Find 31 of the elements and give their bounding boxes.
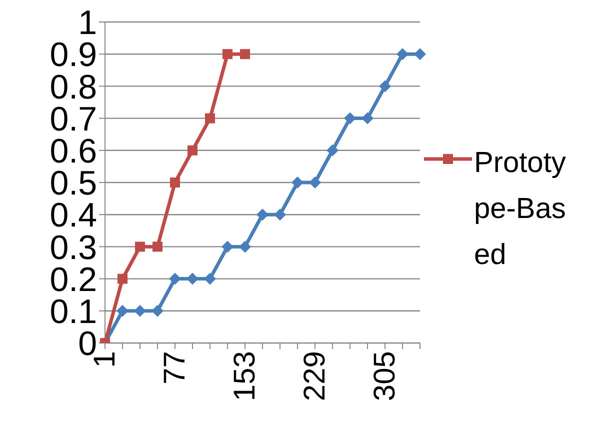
x-tick-label: 153 xyxy=(228,351,262,402)
point xyxy=(222,240,234,253)
point xyxy=(152,242,162,252)
point xyxy=(186,272,198,285)
point xyxy=(256,208,268,221)
x-tick-label: 305 xyxy=(368,351,402,402)
x-tick-label: 77 xyxy=(158,351,192,384)
point xyxy=(240,49,250,60)
point xyxy=(414,48,426,60)
point xyxy=(152,304,164,317)
point xyxy=(344,112,356,124)
point xyxy=(170,178,180,188)
point xyxy=(188,145,198,156)
point xyxy=(118,274,128,284)
point xyxy=(135,242,145,252)
point xyxy=(205,113,215,124)
point xyxy=(326,144,338,156)
point xyxy=(169,272,181,285)
point xyxy=(116,304,128,317)
point xyxy=(134,304,146,317)
x-tick-label: 229 xyxy=(298,351,332,402)
point xyxy=(362,112,374,124)
legend-label: Prototype-Based xyxy=(474,146,567,273)
point xyxy=(396,48,408,60)
point xyxy=(379,80,391,92)
point xyxy=(309,176,321,188)
point xyxy=(274,208,286,221)
point xyxy=(222,49,232,60)
point xyxy=(239,240,251,253)
point xyxy=(204,272,216,285)
point xyxy=(292,176,304,188)
